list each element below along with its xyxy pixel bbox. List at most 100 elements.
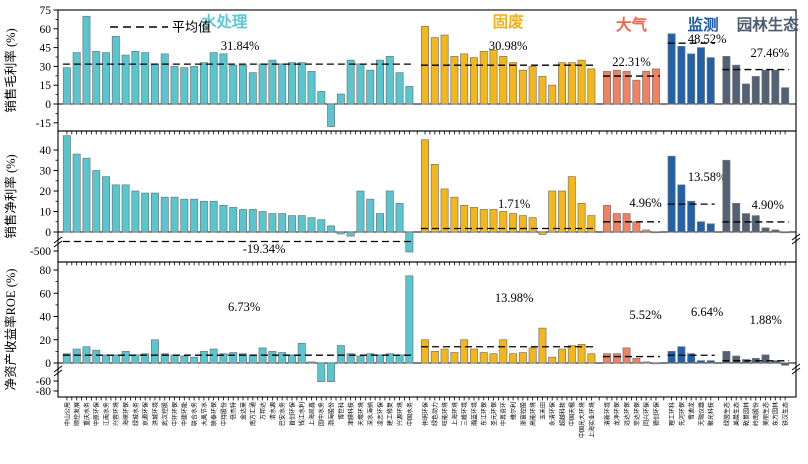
bar-水处理-6	[121, 351, 130, 364]
x-company-label: 联合水务	[190, 402, 198, 426]
y-axis-title: 净资产收益率ROE (%)	[3, 269, 18, 391]
bar-水处理-34	[395, 72, 404, 105]
y-tick-label: 75	[40, 5, 52, 17]
bar-园林生态-2	[741, 213, 750, 233]
x-company-label: 旺能环境	[441, 402, 449, 426]
bar-水处理-18	[239, 353, 247, 364]
bar-水处理-3	[92, 349, 101, 364]
bar-水处理-32	[376, 213, 384, 233]
x-company-label: 雪迪龙	[688, 402, 696, 420]
x-company-label: 德创环保	[652, 402, 660, 426]
bar-固废-1	[430, 351, 439, 364]
bar-水处理-15	[209, 52, 218, 105]
bar-园林生态-1	[732, 202, 741, 233]
y-tick-label: 0	[45, 99, 51, 111]
x-company-label: 三峰环境	[461, 402, 469, 426]
x-company-label: 深水海纳	[367, 402, 375, 426]
y-tick-label: -15	[36, 118, 52, 130]
bar-固废-17	[587, 353, 596, 364]
x-company-label: 伟明环保	[421, 402, 429, 426]
bar-固废-10	[518, 352, 527, 364]
x-company-label: 上海凯鑫	[308, 402, 316, 426]
bar-水处理-1	[72, 348, 81, 364]
x-company-label: 美晨生态	[733, 402, 741, 426]
y-tick-label: 20	[40, 335, 52, 347]
bar-大气-1	[612, 213, 621, 233]
bar-园林生态-3	[751, 215, 760, 233]
bar-水处理-0	[62, 135, 71, 233]
y-tick-label: 20	[40, 186, 52, 198]
bar-监测-4	[706, 360, 715, 364]
bar-水处理-32	[376, 59, 384, 105]
bar-固废-15	[567, 176, 576, 233]
y-tick-label: 40	[40, 312, 52, 324]
bar-固废-9	[509, 353, 518, 364]
bar-水处理-8	[141, 192, 150, 233]
x-company-label: 天瑞仪器	[697, 402, 705, 426]
x-company-label: 中持股份	[220, 402, 228, 426]
bar-水处理-35	[405, 275, 414, 364]
y-axis-title: 销售净利率 (%)	[3, 154, 18, 238]
bar-水处理-17	[229, 64, 238, 105]
y-tick-label: 15	[40, 80, 52, 92]
section-header-4: 监测	[688, 15, 719, 34]
bar-水处理-32	[376, 354, 384, 364]
bar-固废-1	[430, 37, 439, 105]
bar-固废-6	[479, 51, 488, 105]
bar-固废-7	[489, 353, 498, 364]
bar-水处理-26	[317, 91, 326, 105]
bar-固废-7	[489, 49, 498, 105]
bar-固废-14	[558, 190, 566, 233]
bar-水处理-19	[248, 209, 257, 233]
average-value-label: 13.58%	[688, 170, 727, 184]
average-value-label: 31.84%	[221, 39, 260, 53]
average-value-label: 4.96%	[629, 196, 661, 210]
average-value-label: 13.98%	[495, 291, 534, 305]
bar-水处理-33	[385, 56, 394, 105]
bar-水处理-12	[180, 67, 189, 105]
bar-固废-12	[538, 327, 547, 364]
bar-水处理-29	[346, 231, 355, 237]
bar-水处理-29	[346, 59, 355, 105]
bar-水处理-7	[131, 51, 140, 105]
bar-大气-0	[603, 71, 611, 105]
x-company-label: 上海环境	[451, 402, 459, 426]
bar-监测-4	[706, 223, 715, 233]
bar-水处理-11	[170, 66, 179, 105]
bar-水处理-6	[121, 54, 130, 105]
bar-固废-15	[567, 345, 576, 364]
x-company-label: 中国天楹	[568, 402, 576, 426]
bar-园林生态-5	[771, 69, 780, 105]
average-value-label: 4.90%	[752, 198, 784, 212]
x-company-label: 维尔利	[509, 402, 517, 420]
x-company-label: 美丽生态	[762, 402, 770, 426]
x-company-label: 渤海股份	[327, 402, 335, 426]
x-company-label: 建工修复	[386, 402, 394, 426]
bar-水处理-9	[150, 63, 159, 105]
bar-园林生态-5	[771, 229, 780, 233]
bar-监测-2	[687, 200, 696, 233]
bar-水处理-10	[160, 196, 169, 233]
bar-水处理-5	[111, 35, 120, 105]
bar-水处理-30	[356, 190, 365, 233]
bar-水处理-26	[317, 219, 326, 233]
bar-大气-0	[603, 205, 611, 233]
axis-break-icon	[53, 236, 63, 244]
bar-水处理-18	[239, 209, 247, 233]
bar-监测-2	[687, 53, 696, 105]
bar-园林生态-6	[781, 231, 790, 234]
bar-监测-0	[667, 351, 676, 364]
bar-水处理-33	[385, 190, 394, 233]
bar-监测-0	[667, 33, 676, 105]
x-company-label: 国中水务	[318, 402, 326, 426]
bar-固废-5	[469, 348, 478, 364]
y-tick-label: 60	[40, 24, 52, 36]
x-company-label: 同兴环保	[643, 402, 651, 426]
x-company-label: 圣元环保	[490, 402, 498, 426]
x-company-label: 乾景园林	[742, 402, 750, 426]
bar-水处理-19	[248, 354, 257, 364]
y-tick-label: 45	[40, 43, 52, 55]
average-value-label: 22.31%	[612, 55, 651, 69]
